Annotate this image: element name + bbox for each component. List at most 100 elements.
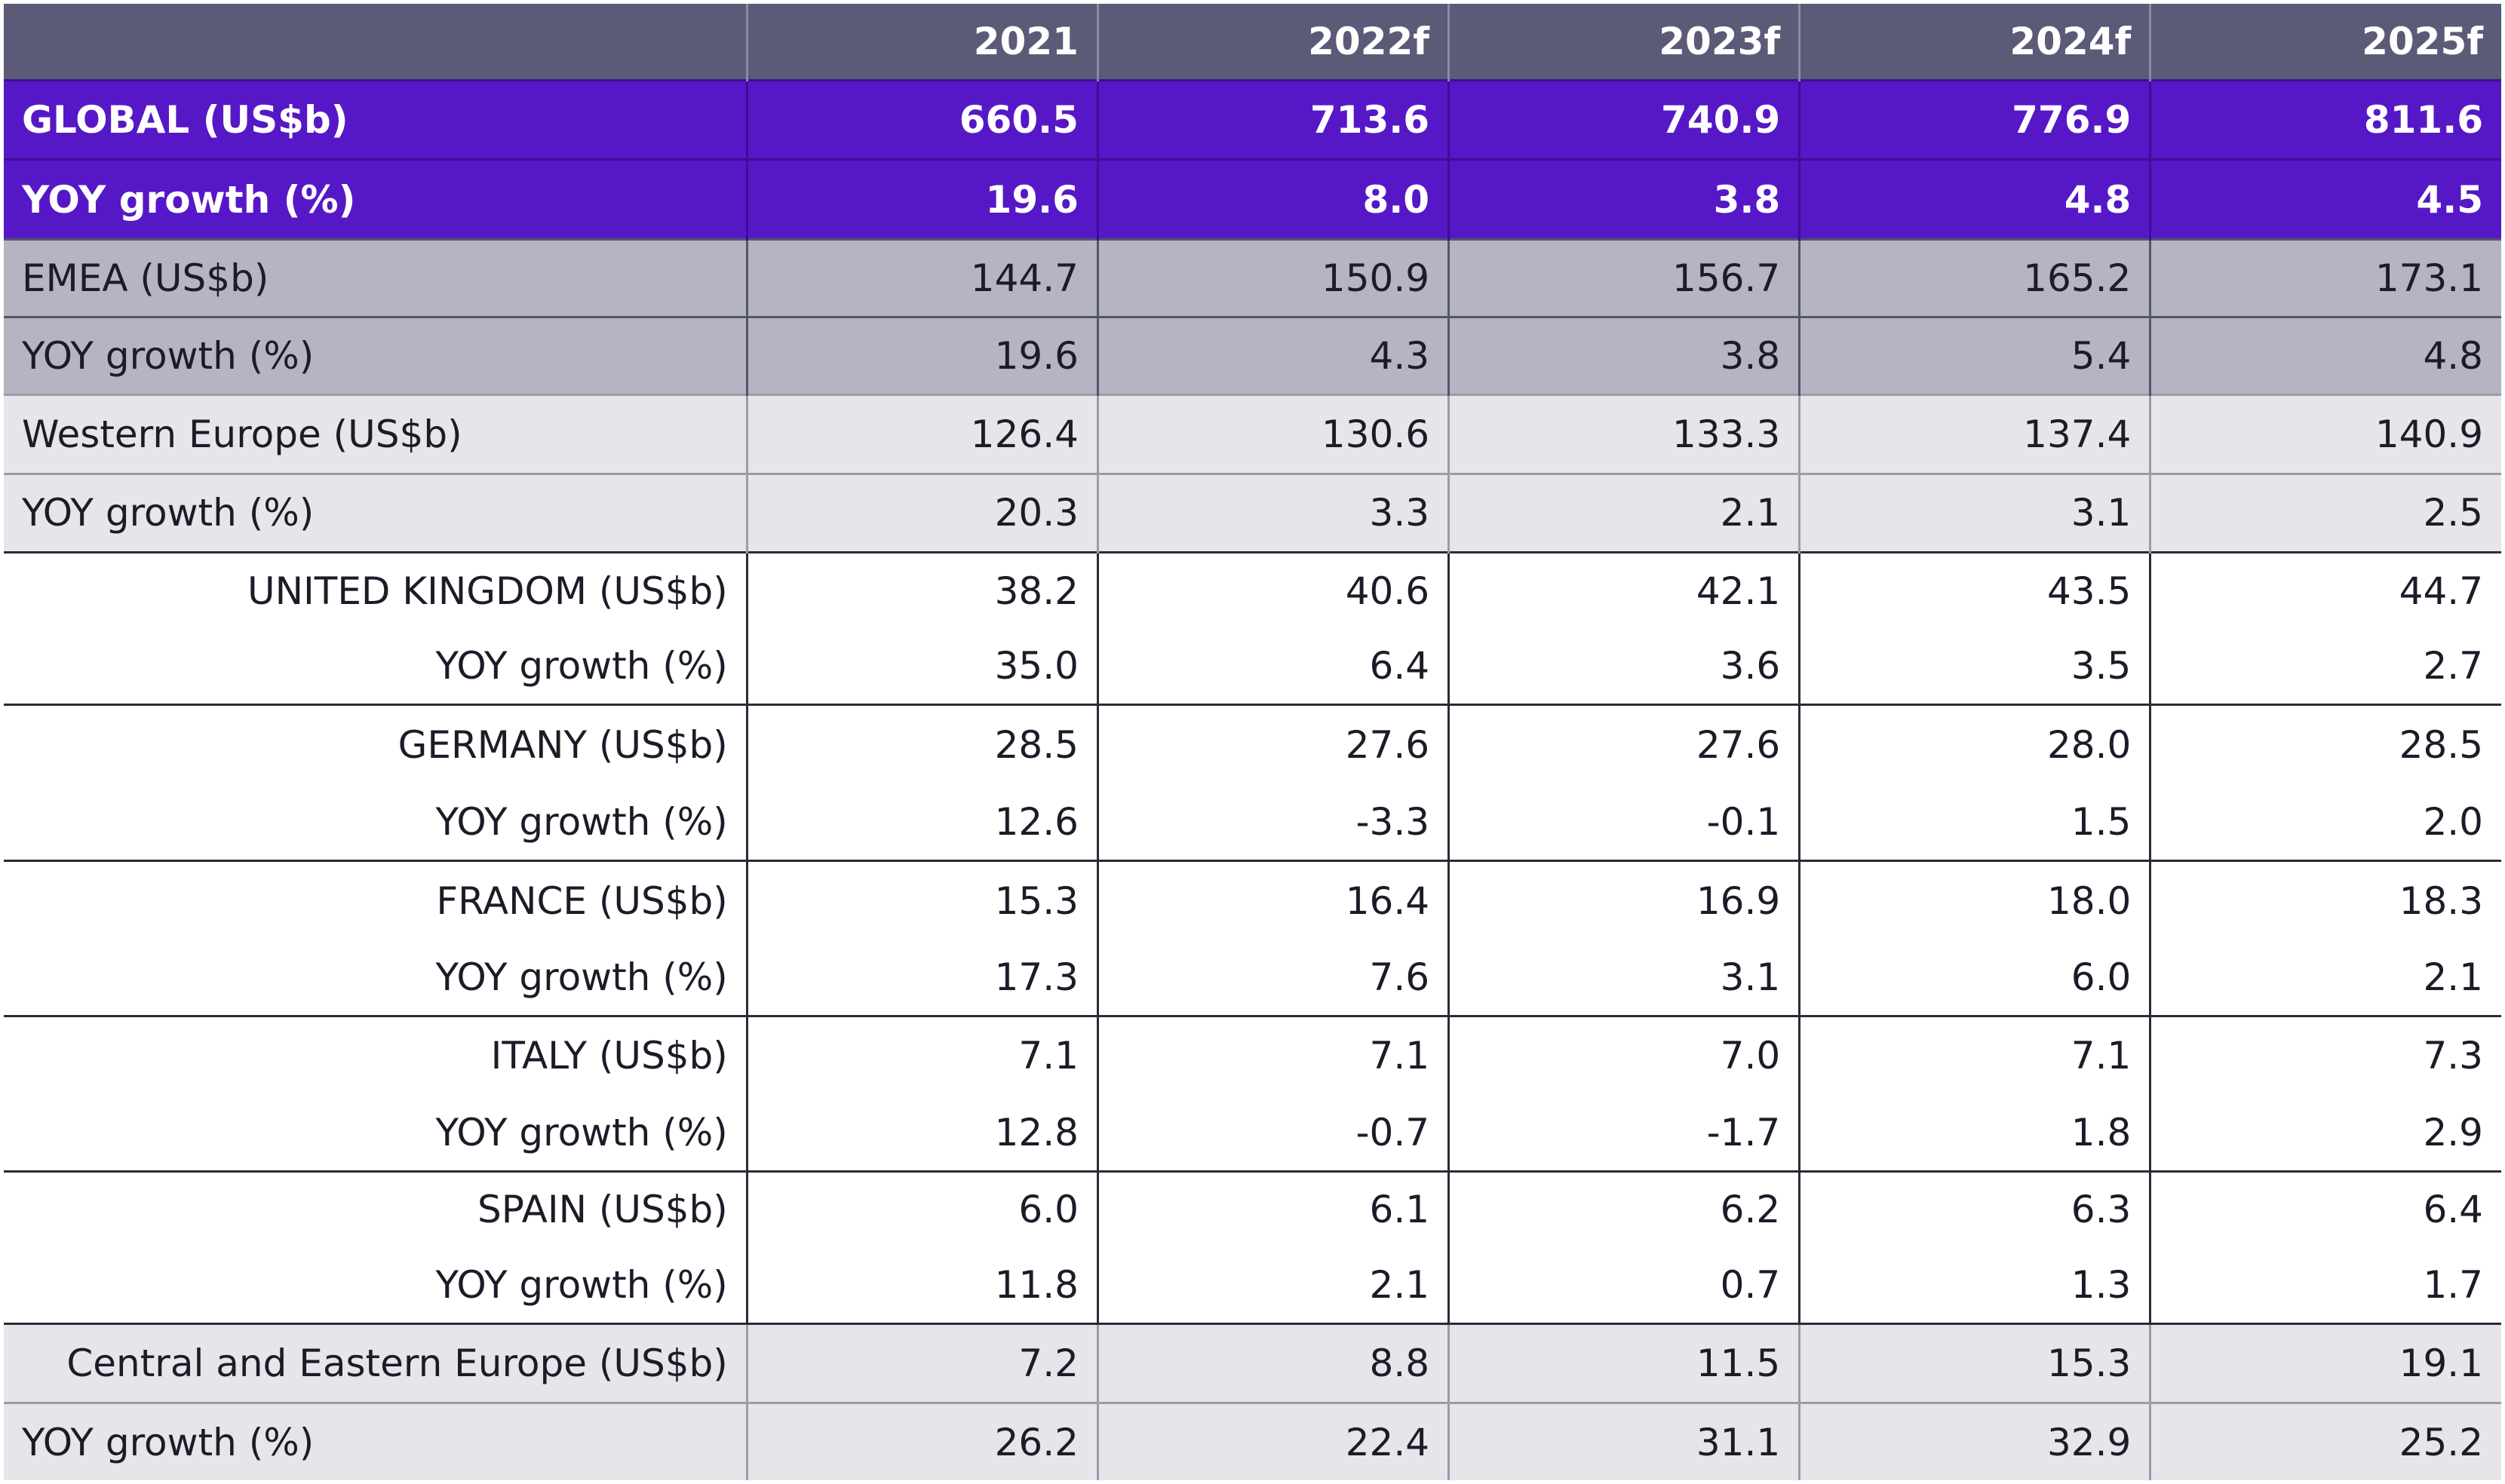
table-row: Western Europe (US$b) 126.4 130.6 133.3 137.… bbox=[4, 394, 2501, 474]
value-cell: 40.6 bbox=[1096, 550, 1449, 629]
value-cell: 3.3 bbox=[1096, 472, 1449, 553]
value-cell: 43.5 bbox=[1798, 550, 2150, 629]
value-cell: 660.5 bbox=[745, 78, 1098, 160]
table-row: FRANCE (US$b) 15.3 16.4 16.9 18.0 18.3 bbox=[4, 859, 2501, 940]
value-cell: 3.8 bbox=[1447, 315, 1800, 395]
row-label: YOY growth (%) bbox=[4, 783, 748, 861]
value-cell: 28.5 bbox=[2149, 704, 2501, 784]
row-label: EMEA (US$b) bbox=[4, 238, 748, 317]
value-cell: 156.7 bbox=[1447, 238, 1800, 317]
value-cell: 27.6 bbox=[1096, 704, 1449, 784]
value-cell: 22.4 bbox=[1096, 1402, 1449, 1480]
header-row: 2021 2022f 2023f 2024f 2025f bbox=[4, 4, 2501, 81]
value-cell: -0.1 bbox=[1447, 783, 1800, 861]
value-cell: 16.9 bbox=[1447, 859, 1800, 940]
row-label: FRANCE (US$b) bbox=[4, 859, 748, 940]
table-row: YOY growth (%) 26.2 22.4 31.1 32.9 25.2 bbox=[4, 1402, 2501, 1480]
value-cell: 2.7 bbox=[2149, 628, 2501, 705]
value-cell: 740.9 bbox=[1447, 78, 1800, 160]
table-row: SPAIN (US$b) 6.0 6.1 6.2 6.3 6.4 bbox=[4, 1170, 2501, 1248]
value-cell: 144.7 bbox=[745, 238, 1098, 317]
row-label: ITALY (US$b) bbox=[4, 1015, 748, 1095]
value-cell: 4.3 bbox=[1096, 315, 1449, 395]
table-row: YOY growth (%) 12.6 -3.3 -0.1 1.5 2.0 bbox=[4, 783, 2501, 861]
value-cell: 4.5 bbox=[2149, 158, 2501, 240]
row-label: GERMANY (US$b) bbox=[4, 704, 748, 784]
value-cell: 2.1 bbox=[1447, 472, 1800, 553]
value-cell: 811.6 bbox=[2149, 78, 2501, 160]
value-cell: 6.1 bbox=[1096, 1170, 1449, 1248]
value-cell: 3.1 bbox=[1447, 940, 1800, 1016]
value-cell: 15.3 bbox=[1798, 1322, 2150, 1403]
value-cell: 0.7 bbox=[1447, 1247, 1800, 1324]
value-cell: 1.5 bbox=[1798, 783, 2150, 861]
value-cell: 11.8 bbox=[745, 1247, 1098, 1324]
value-cell: 17.3 bbox=[745, 940, 1098, 1016]
value-cell: 7.1 bbox=[1798, 1015, 2150, 1095]
table-row: YOY growth (%) 17.3 7.6 3.1 6.0 2.1 bbox=[4, 940, 2501, 1016]
value-cell: 7.6 bbox=[1096, 940, 1449, 1016]
value-cell: 1.8 bbox=[1798, 1094, 2150, 1172]
header-2021: 2021 bbox=[745, 4, 1098, 81]
value-cell: 150.9 bbox=[1096, 238, 1449, 317]
table-row: Central and Eastern Europe (US$b) 7.2 8.8 1… bbox=[4, 1322, 2501, 1403]
value-cell: 776.9 bbox=[1798, 78, 2150, 160]
header-2023f: 2023f bbox=[1447, 4, 1800, 81]
row-label: Western Europe (US$b) bbox=[4, 394, 748, 474]
value-cell: 6.4 bbox=[2149, 1170, 2501, 1248]
value-cell: 28.5 bbox=[745, 704, 1098, 784]
value-cell: 31.1 bbox=[1447, 1402, 1800, 1480]
value-cell: 44.7 bbox=[2149, 550, 2501, 629]
row-label: YOY growth (%) bbox=[4, 628, 748, 705]
value-cell: 5.4 bbox=[1798, 315, 2150, 395]
table-row: YOY growth (%) 11.8 2.1 0.7 1.3 1.7 bbox=[4, 1247, 2501, 1324]
value-cell: 7.3 bbox=[2149, 1015, 2501, 1095]
table-row: YOY growth (%) 19.6 8.0 3.8 4.8 4.5 bbox=[4, 158, 2501, 240]
value-cell: 4.8 bbox=[2149, 315, 2501, 395]
value-cell: 2.1 bbox=[1096, 1247, 1449, 1324]
value-cell: 3.1 bbox=[1798, 472, 2150, 553]
value-cell: 19.1 bbox=[2149, 1322, 2501, 1403]
table-row: GERMANY (US$b) 28.5 27.6 27.6 28.0 28.5 bbox=[4, 704, 2501, 784]
value-cell: 2.9 bbox=[2149, 1094, 2501, 1172]
table-row: YOY growth (%) 12.8 -0.7 -1.7 1.8 2.9 bbox=[4, 1094, 2501, 1172]
table-row: YOY growth (%) 20.3 3.3 2.1 3.1 2.5 bbox=[4, 472, 2501, 553]
value-cell: 7.2 bbox=[745, 1322, 1098, 1403]
header-label-cell bbox=[4, 4, 748, 81]
value-cell: -1.7 bbox=[1447, 1094, 1800, 1172]
value-cell: 28.0 bbox=[1798, 704, 2150, 784]
value-cell: 3.6 bbox=[1447, 628, 1800, 705]
value-cell: 20.3 bbox=[745, 472, 1098, 553]
value-cell: -0.7 bbox=[1096, 1094, 1449, 1172]
value-cell: 126.4 bbox=[745, 394, 1098, 474]
row-label: GLOBAL (US$b) bbox=[4, 78, 748, 160]
value-cell: 38.2 bbox=[745, 550, 1098, 629]
value-cell: 713.6 bbox=[1096, 78, 1449, 160]
header-2024f: 2024f bbox=[1798, 4, 2150, 81]
value-cell: -3.3 bbox=[1096, 783, 1449, 861]
value-cell: 2.1 bbox=[2149, 940, 2501, 1016]
value-cell: 8.8 bbox=[1096, 1322, 1449, 1403]
value-cell: 133.3 bbox=[1447, 394, 1800, 474]
value-cell: 27.6 bbox=[1447, 704, 1800, 784]
value-cell: 19.6 bbox=[745, 158, 1098, 240]
table-row: EMEA (US$b) 144.7 150.9 156.7 165.2 173.1 bbox=[4, 238, 2501, 317]
value-cell: 3.8 bbox=[1447, 158, 1800, 240]
value-cell: 6.3 bbox=[1798, 1170, 2150, 1248]
value-cell: 7.1 bbox=[1096, 1015, 1449, 1095]
forecast-table: 2021 2022f 2023f 2024f 2025f GLOBAL (US$… bbox=[4, 4, 2501, 1480]
value-cell: 4.8 bbox=[1798, 158, 2150, 240]
value-cell: 35.0 bbox=[745, 628, 1098, 705]
row-label: YOY growth (%) bbox=[4, 315, 748, 395]
value-cell: 42.1 bbox=[1447, 550, 1800, 629]
row-label: YOY growth (%) bbox=[4, 1402, 748, 1480]
row-label: YOY growth (%) bbox=[4, 472, 748, 553]
value-cell: 6.0 bbox=[1798, 940, 2150, 1016]
value-cell: 26.2 bbox=[745, 1402, 1098, 1480]
value-cell: 2.0 bbox=[2149, 783, 2501, 861]
value-cell: 6.4 bbox=[1096, 628, 1449, 705]
table-row: GLOBAL (US$b) 660.5 713.6 740.9 776.9 811.6 bbox=[4, 78, 2501, 160]
value-cell: 165.2 bbox=[1798, 238, 2150, 317]
value-cell: 16.4 bbox=[1096, 859, 1449, 940]
row-label: YOY growth (%) bbox=[4, 1247, 748, 1324]
